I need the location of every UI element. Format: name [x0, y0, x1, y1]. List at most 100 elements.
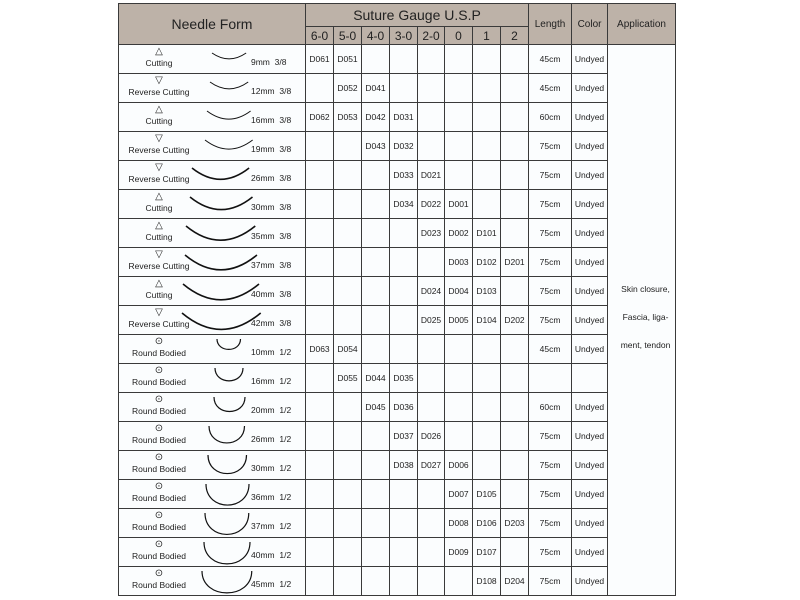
product-code-cell: D007: [444, 479, 473, 509]
needle-size: 26mm 1/2: [251, 434, 292, 444]
needle-type: Round Bodied: [132, 493, 186, 503]
product-code-cell: [444, 566, 473, 596]
product-code-cell: D055: [333, 363, 362, 393]
product-code-cell: [361, 160, 390, 190]
round-bodied-circle-icon: ⊙: [154, 452, 164, 463]
length-cell: 75cm: [528, 421, 573, 451]
product-code-cell: [499, 450, 530, 480]
color-header: Color: [571, 3, 609, 45]
needle-size: 26mm 3/8: [251, 173, 292, 183]
length-header: Length: [528, 3, 573, 45]
product-code-cell: [361, 537, 390, 567]
needle-size: 40mm 1/2: [251, 550, 292, 560]
needle-curve-icon: [208, 425, 246, 444]
product-code-cell: [389, 44, 418, 74]
table-row: ⊙ Round Bodied 40mm 1/2 D009 D107 75cm Undyed: [118, 537, 676, 567]
needle-type: Round Bodied: [132, 464, 186, 474]
needle-size: 12mm 3/8: [251, 86, 292, 96]
round-bodied-circle-icon: ⊙: [154, 568, 164, 579]
product-code-cell: [389, 479, 418, 509]
product-code-cell: [333, 218, 362, 248]
product-code-cell: [417, 73, 445, 103]
color-cell: Undyed: [571, 160, 609, 190]
product-code-cell: D034: [389, 189, 418, 219]
color-cell: Undyed: [571, 44, 609, 74]
product-code-cell: [499, 276, 530, 306]
color-cell: Undyed: [571, 450, 609, 480]
product-code-cell: [305, 566, 334, 596]
needle-type: Reverse Cutting: [128, 87, 190, 97]
product-code-cell: D022: [417, 189, 445, 219]
color-cell: Undyed: [571, 508, 609, 538]
product-code-cell: [417, 479, 445, 509]
product-code-cell: D044: [361, 363, 390, 393]
application-header: Application: [607, 3, 677, 45]
needle-form-cell: ⊙ Round Bodied 45mm 1/2: [118, 566, 306, 596]
product-code-cell: D108: [472, 566, 501, 596]
product-code-cell: D041: [361, 73, 390, 103]
product-code-cell: D027: [417, 450, 445, 480]
product-code-cell: [499, 102, 530, 132]
product-code-cell: [417, 566, 445, 596]
product-code-cell: D031: [389, 102, 418, 132]
needle-curve-icon: [204, 139, 254, 150]
product-code-cell: [389, 73, 418, 103]
product-code-cell: [499, 44, 530, 74]
product-code-cell: D062: [305, 102, 334, 132]
product-code-cell: [499, 421, 530, 451]
product-code-cell: D032: [389, 131, 418, 161]
needle-form-header: Needle Form: [118, 3, 306, 45]
table-row: ⊙ Round Bodied 26mm 1/2 D037 D026 75cm Undyed: [118, 421, 676, 451]
product-code-cell: [444, 73, 473, 103]
needle-curve-icon: [204, 483, 250, 506]
length-cell: 60cm: [528, 392, 573, 422]
gauge-header: 6-0: [305, 26, 334, 45]
product-code-cell: D204: [499, 566, 530, 596]
needle-form-cell: △ Cutting 9mm 3/8: [118, 44, 306, 74]
needle-type: Round Bodied: [132, 435, 186, 445]
table-row: ⊙ Round Bodied 45mm 1/2 D108 D204 75cm Undyed: [118, 566, 676, 596]
needle-size: 45mm 1/2: [251, 579, 292, 589]
table-row: ⊙ Round Bodied 20mm 1/2 D045 D036 60cm Undyed: [118, 392, 676, 422]
length-cell: 75cm: [528, 566, 573, 596]
needle-form-cell: ▽ Reverse Cutting 26mm 3/8: [118, 160, 306, 190]
product-code-cell: [389, 537, 418, 567]
length-cell: 45cm: [528, 44, 573, 74]
table-row: △ Cutting 40mm 3/8 D024 D004 D103 75cm Undyed: [118, 276, 676, 306]
product-code-cell: D005: [444, 305, 473, 335]
product-code-cell: D107: [472, 537, 501, 567]
needle-form-cell: ⊙ Round Bodied 16mm 1/2: [118, 363, 306, 393]
product-code-cell: [333, 537, 362, 567]
product-code-cell: D053: [333, 102, 362, 132]
product-code-cell: [305, 73, 334, 103]
table-row: △ Cutting 9mm 3/8 D061 D051 45cm Undyed Skin cl…: [118, 44, 677, 596]
needle-size: 9mm 3/8: [251, 57, 287, 67]
needle-type: Cutting: [145, 203, 173, 213]
product-code-cell: [472, 102, 501, 132]
cutting-triangle-icon: △: [155, 278, 163, 289]
needle-size: 37mm 3/8: [251, 260, 292, 270]
length-cell: 75cm: [528, 276, 573, 306]
product-code-cell: [389, 218, 418, 248]
product-code-cell: [389, 566, 418, 596]
product-code-cell: D025: [417, 305, 445, 335]
needle-type: Round Bodied: [132, 377, 186, 387]
product-code-cell: [444, 421, 473, 451]
needle-curve-icon: [185, 225, 257, 241]
product-code-cell: [333, 479, 362, 509]
length-cell: [528, 363, 573, 393]
needle-type: Reverse Cutting: [128, 319, 190, 329]
needle-type: Reverse Cutting: [128, 145, 190, 155]
needle-size: 40mm 3/8: [251, 289, 292, 299]
needle-type: Round Bodied: [132, 580, 186, 590]
product-code-cell: [444, 44, 473, 74]
product-code-cell: [472, 73, 501, 103]
product-code-cell: [499, 363, 530, 393]
length-cell: 75cm: [528, 479, 573, 509]
round-bodied-circle-icon: ⊙: [154, 394, 164, 405]
needle-type: Cutting: [145, 232, 173, 242]
needle-curve-icon: [201, 570, 253, 594]
needle-form-cell: △ Cutting 16mm 3/8: [118, 102, 306, 132]
cutting-triangle-icon: △: [155, 104, 163, 115]
product-code-cell: [499, 73, 530, 103]
